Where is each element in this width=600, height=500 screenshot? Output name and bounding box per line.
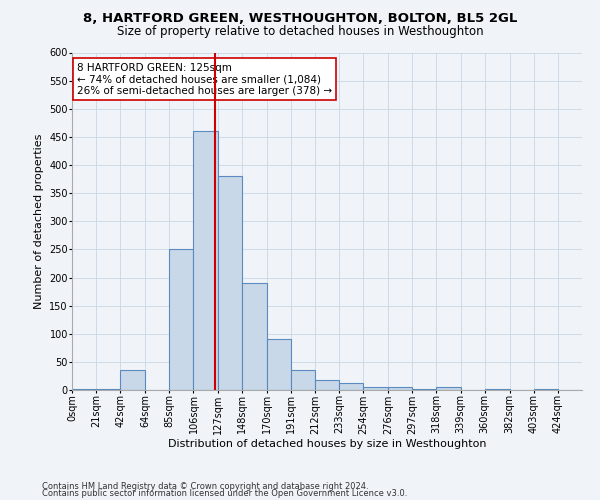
Bar: [388, 387, 412, 390]
Y-axis label: Number of detached properties: Number of detached properties: [34, 134, 44, 309]
Bar: [120, 370, 145, 390]
Bar: [169, 250, 193, 390]
Bar: [242, 283, 267, 390]
Text: 8 HARTFORD GREEN: 125sqm
← 74% of detached houses are smaller (1,084)
26% of sem: 8 HARTFORD GREEN: 125sqm ← 74% of detach…: [77, 62, 332, 96]
Bar: [218, 176, 242, 390]
Bar: [412, 389, 436, 390]
Bar: [291, 370, 315, 390]
Bar: [363, 387, 388, 390]
Bar: [315, 380, 339, 390]
Bar: [436, 387, 461, 390]
Bar: [72, 389, 96, 390]
Bar: [193, 131, 218, 390]
Text: Contains public sector information licensed under the Open Government Licence v3: Contains public sector information licen…: [42, 489, 407, 498]
Bar: [267, 340, 291, 390]
Text: Size of property relative to detached houses in Westhoughton: Size of property relative to detached ho…: [116, 25, 484, 38]
Bar: [96, 389, 120, 390]
Bar: [485, 389, 510, 390]
Text: Contains HM Land Registry data © Crown copyright and database right 2024.: Contains HM Land Registry data © Crown c…: [42, 482, 368, 491]
Bar: [339, 383, 363, 390]
Text: 8, HARTFORD GREEN, WESTHOUGHTON, BOLTON, BL5 2GL: 8, HARTFORD GREEN, WESTHOUGHTON, BOLTON,…: [83, 12, 517, 26]
X-axis label: Distribution of detached houses by size in Westhoughton: Distribution of detached houses by size …: [168, 439, 486, 449]
Bar: [534, 389, 558, 390]
